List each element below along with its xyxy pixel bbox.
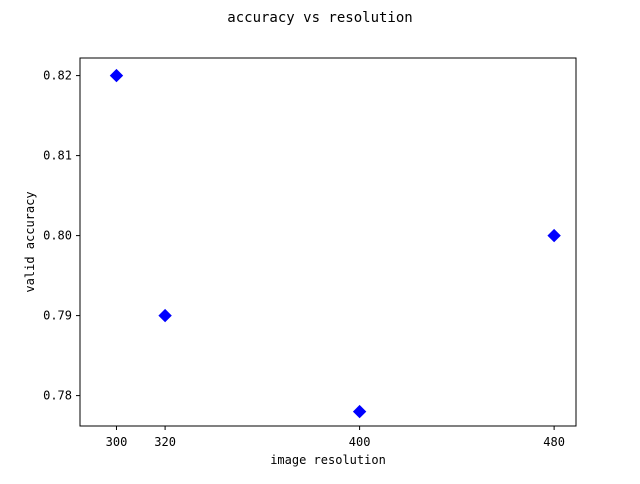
y-tick-label: 0.80 xyxy=(43,229,72,243)
data-point-diamond xyxy=(547,228,561,243)
y-axis-label: valid accuracy xyxy=(23,191,37,292)
x-tick-label: 300 xyxy=(106,435,128,449)
plot-area xyxy=(79,57,577,427)
data-point-diamond xyxy=(352,404,367,419)
y-tick-label: 0.79 xyxy=(43,309,72,323)
y-tick-label: 0.82 xyxy=(43,69,72,83)
y-tick-label: 0.81 xyxy=(43,149,72,163)
y-axis-ticks: 0.78 0.79 0.80 0.81 0.82 xyxy=(43,69,80,403)
x-axis-label: image resolution xyxy=(270,453,386,467)
chart-title: accuracy vs resolution xyxy=(227,10,412,26)
x-axis-ticks: 300 320 400 480 xyxy=(106,426,565,449)
data-point-diamond xyxy=(158,308,172,323)
x-tick-label: 480 xyxy=(543,435,565,449)
data-point-diamond xyxy=(109,68,124,83)
x-tick-label: 320 xyxy=(154,435,176,449)
y-tick-label: 0.78 xyxy=(43,389,72,403)
data-points xyxy=(109,68,561,419)
x-tick-label: 400 xyxy=(349,435,371,449)
plot-frame xyxy=(79,57,577,427)
